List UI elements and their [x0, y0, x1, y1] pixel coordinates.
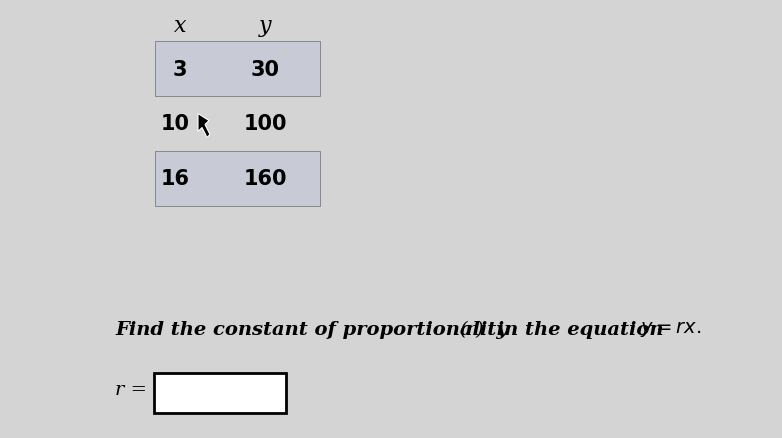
Text: Find the constant of proportionality: Find the constant of proportionality: [115, 320, 515, 338]
FancyBboxPatch shape: [154, 373, 286, 413]
FancyBboxPatch shape: [155, 42, 320, 97]
Text: r =: r =: [115, 380, 147, 398]
Text: (r): (r): [459, 320, 483, 338]
Text: $y = rx.$: $y = rx.$: [640, 320, 701, 339]
Text: 16: 16: [160, 169, 189, 189]
Text: y: y: [259, 15, 271, 37]
Text: 160: 160: [243, 169, 287, 189]
Text: in the equation: in the equation: [490, 320, 670, 338]
Text: 100: 100: [243, 114, 287, 134]
FancyBboxPatch shape: [155, 152, 320, 207]
Text: 3: 3: [173, 60, 187, 79]
Text: 10: 10: [160, 114, 189, 134]
Text: x: x: [174, 15, 186, 37]
Polygon shape: [198, 114, 210, 138]
Text: 30: 30: [250, 60, 279, 79]
